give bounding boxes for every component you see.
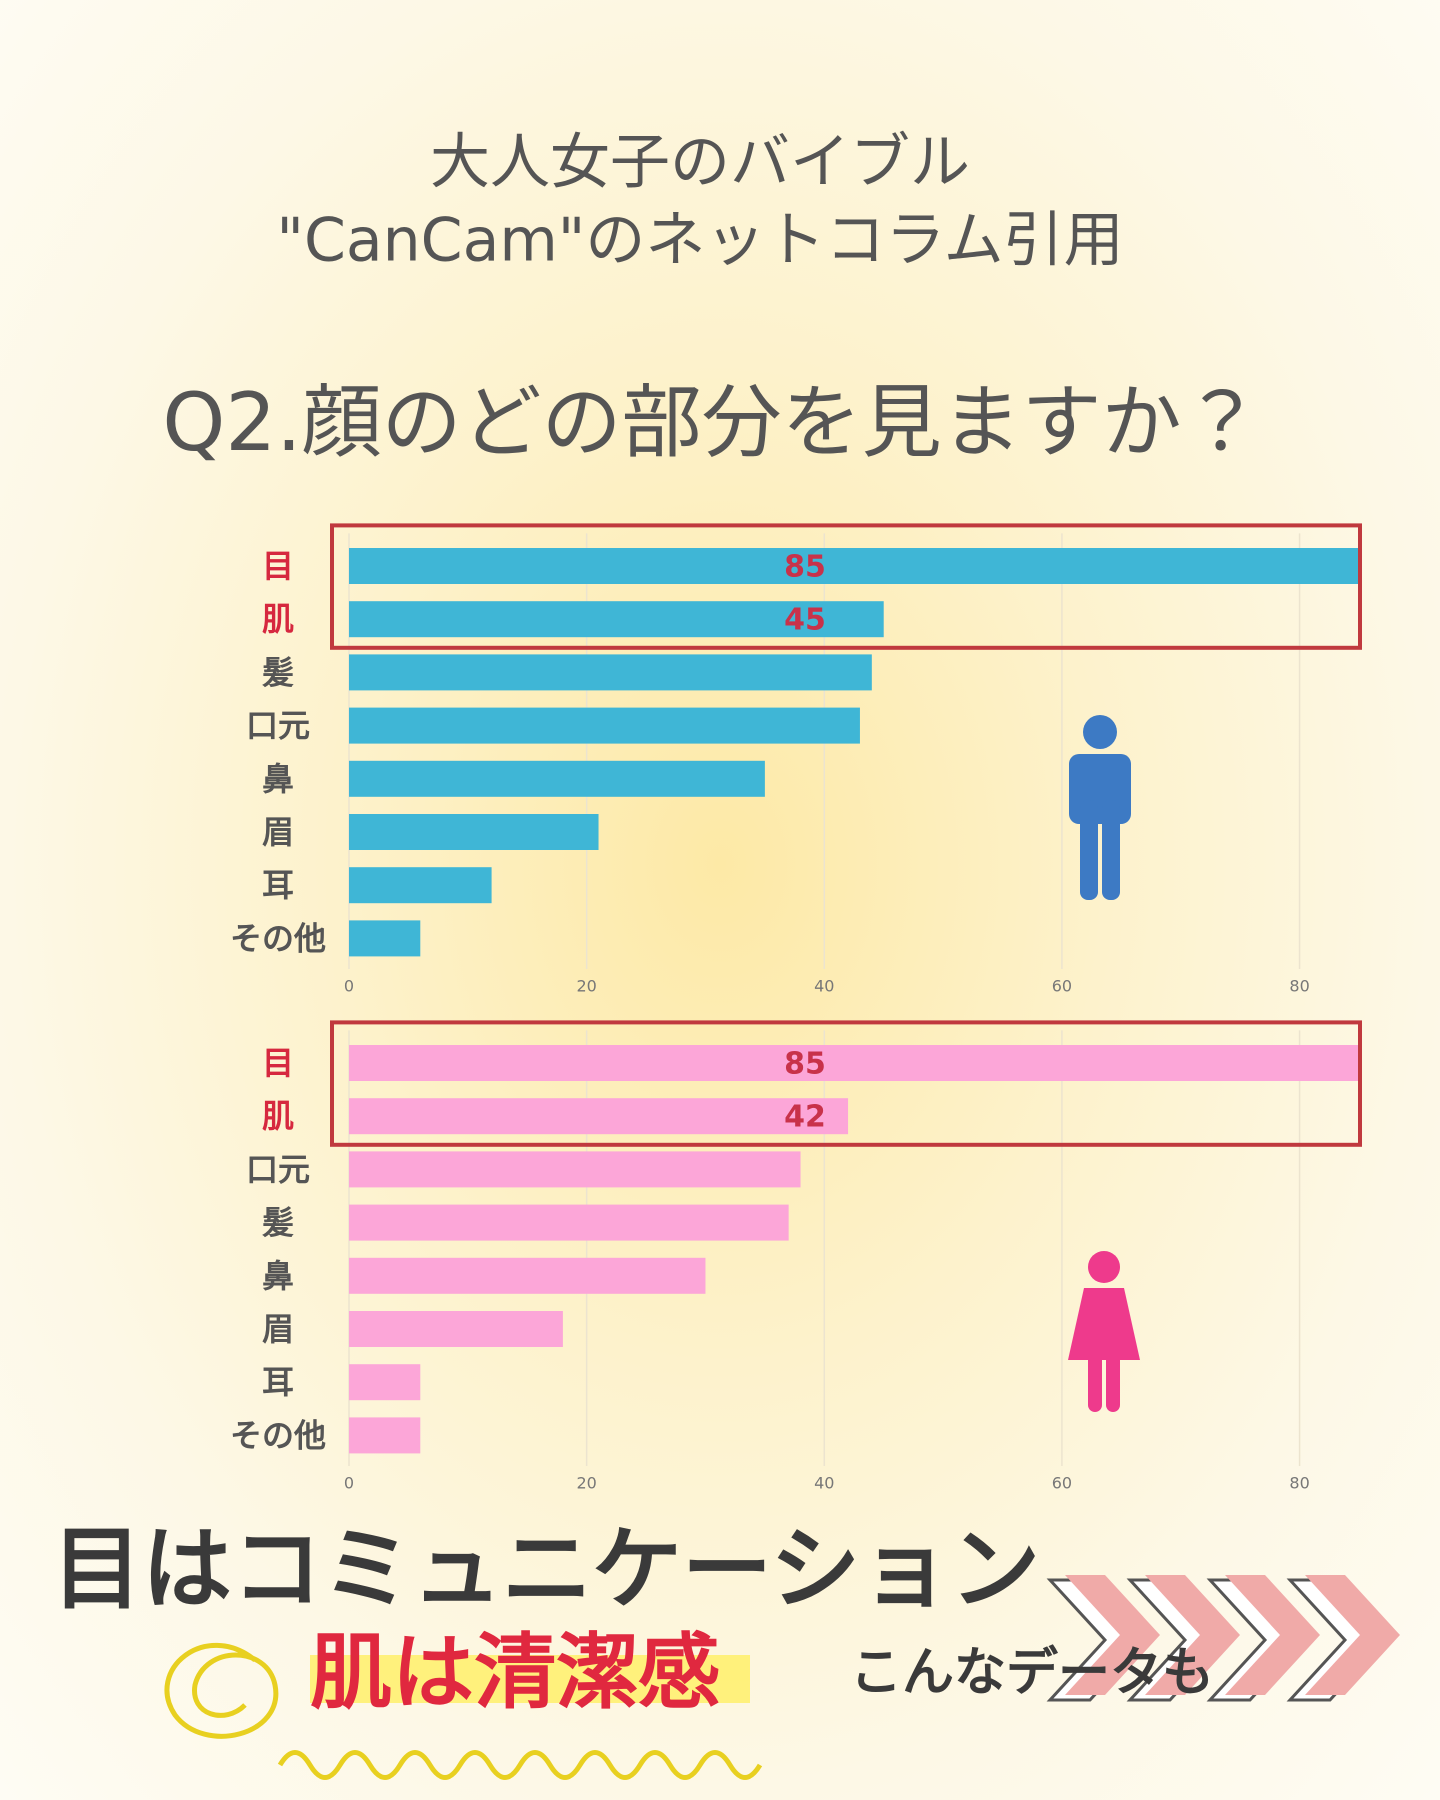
male-icon <box>1069 715 1131 900</box>
squiggle <box>277 1750 763 1780</box>
bar <box>349 1204 789 1241</box>
bar <box>349 1257 706 1294</box>
x-tick-label: 20 <box>576 1474 596 1493</box>
scribble <box>164 1642 279 1739</box>
highlight-box <box>330 1020 1362 1147</box>
bar <box>349 548 1359 584</box>
bar <box>349 1098 849 1135</box>
category-label: その他 <box>230 1416 326 1454</box>
category-label: 髪 <box>262 1204 294 1242</box>
highlight <box>310 1655 750 1703</box>
category-label: 鼻 <box>262 760 294 798</box>
category-label: 肌 <box>262 1097 294 1135</box>
footer-line: 肌は清潔感 <box>310 1625 720 1720</box>
category-label: 口元 <box>246 707 310 745</box>
category-label: 鼻 <box>262 1257 294 1295</box>
bar <box>349 1364 421 1401</box>
bar <box>349 867 492 904</box>
female-icon <box>1068 1251 1140 1412</box>
bar <box>349 707 860 744</box>
category-label: 目 <box>262 1044 294 1082</box>
bar <box>349 1045 1359 1081</box>
bar <box>349 1417 421 1454</box>
bar <box>349 1151 801 1188</box>
x-tick-label: 80 <box>1289 1474 1309 1493</box>
value-label: 42 <box>784 1100 826 1135</box>
bar <box>349 654 872 691</box>
category-label: 眉 <box>262 813 294 851</box>
category-label: 口元 <box>246 1150 310 1188</box>
x-tick-label: 0 <box>344 1474 354 1493</box>
bar <box>349 760 765 797</box>
category-label: 髪 <box>262 653 294 691</box>
category-label: 耳 <box>262 866 294 904</box>
x-tick-label: 40 <box>814 1474 834 1493</box>
footer-line: 目はコミュニケーション <box>52 1517 1040 1622</box>
question: Q2.顔のどの部分を見ますか？ <box>162 376 1261 469</box>
value-label: 85 <box>784 550 826 585</box>
x-tick-label: 40 <box>814 977 834 996</box>
highlight-box <box>330 523 1362 650</box>
value-label: 85 <box>784 1047 826 1082</box>
bar <box>349 1311 563 1347</box>
category-label: 肌 <box>262 600 294 638</box>
category-label: その他 <box>230 919 326 957</box>
category-label: 眉 <box>262 1310 294 1348</box>
x-tick-label: 60 <box>1052 977 1072 996</box>
x-tick-label: 80 <box>1289 977 1309 996</box>
x-tick-label: 0 <box>344 977 354 996</box>
value-label: 45 <box>784 603 826 638</box>
bar <box>349 601 884 638</box>
x-tick-label: 20 <box>576 977 596 996</box>
category-label: 目 <box>262 547 294 585</box>
chevrons <box>1046 1575 1400 1702</box>
bar <box>349 920 421 957</box>
header-line: "CanCam"のネットコラム引用 <box>276 206 1123 276</box>
bar <box>349 814 599 850</box>
x-tick-label: 60 <box>1052 1474 1072 1493</box>
footer-note: こんなデータも <box>850 1643 1214 1703</box>
header-line: 大人女子のバイブル <box>430 128 970 198</box>
category-label: 耳 <box>262 1363 294 1401</box>
